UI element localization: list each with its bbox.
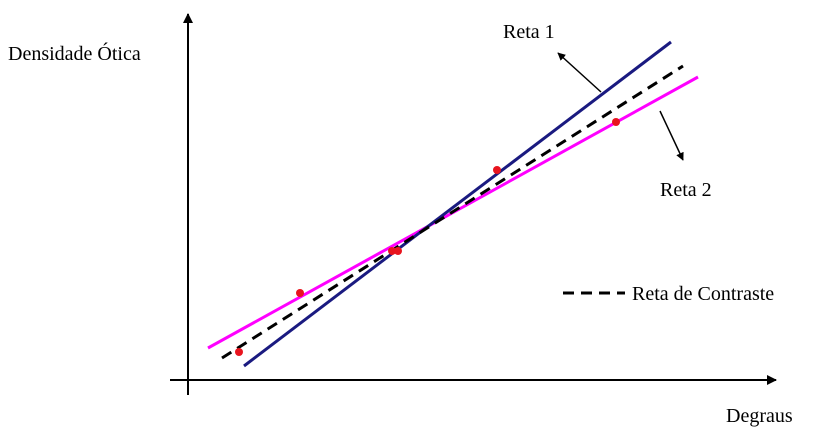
y-axis-label: Densidade Ótica bbox=[8, 41, 141, 65]
line1-pointer-arrow bbox=[557, 52, 602, 93]
contrast-line bbox=[221, 64, 684, 360]
line1-label: Reta 1 bbox=[503, 21, 555, 43]
data-point bbox=[388, 247, 396, 255]
line-1 bbox=[243, 40, 672, 368]
data-point bbox=[612, 118, 620, 126]
data-point bbox=[394, 247, 402, 255]
data-point bbox=[235, 348, 243, 356]
data-point bbox=[296, 289, 304, 297]
x-axis-label: Degraus bbox=[726, 405, 793, 427]
data-point bbox=[493, 166, 501, 174]
line2-pointer-arrow bbox=[659, 110, 684, 161]
legend-label: Reta de Contraste bbox=[632, 283, 774, 305]
line2-label: Reta 2 bbox=[660, 179, 712, 201]
